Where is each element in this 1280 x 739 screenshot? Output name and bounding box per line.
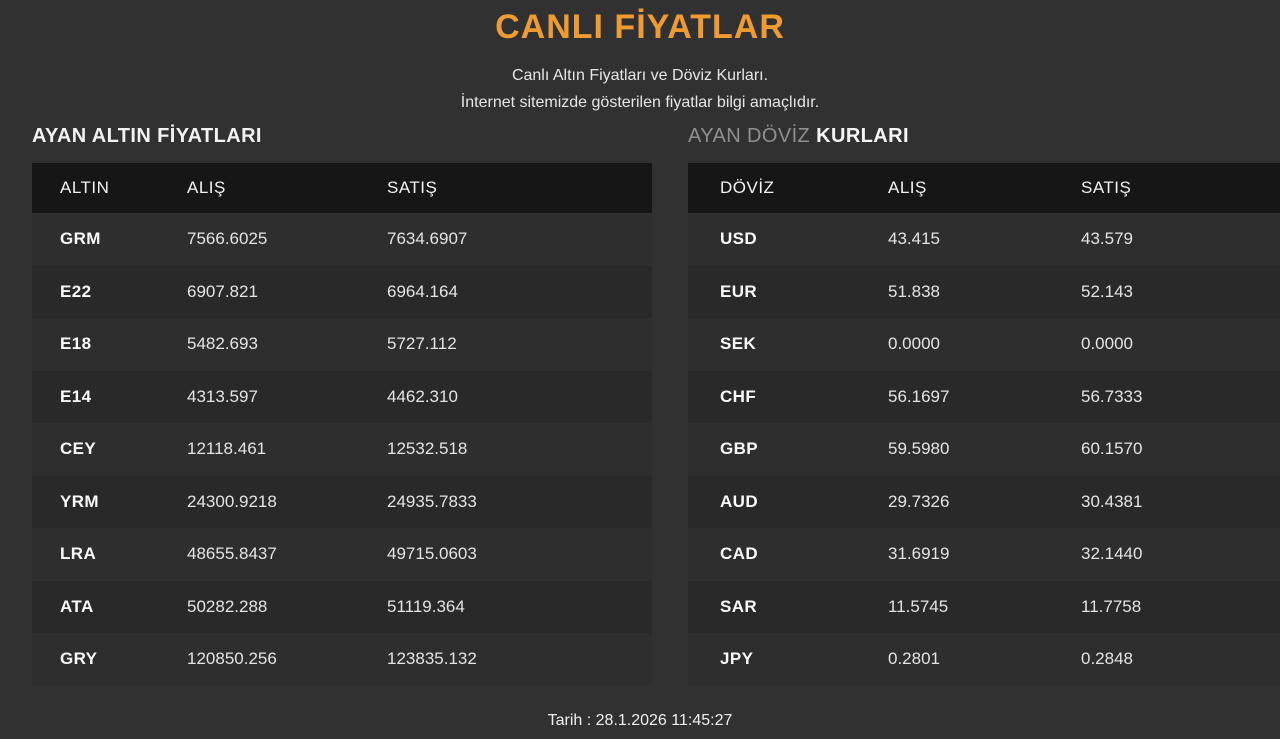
gold-row-grm: GRM 7566.6025 7634.6907 [32,213,652,266]
gold-table-header: ALTIN ALIŞ SATIŞ [32,163,652,213]
currency-section-title: AYAN DÖVİZ KURLARI [688,125,1280,148]
gold-sell-value: 123835.132 [387,649,477,669]
currency-sell-value: 11.7758 [1081,596,1142,616]
currency-buy-value: 31.6919 [888,544,950,564]
currency-buy-value: 0.0000 [888,334,940,354]
gold-row-ata: ATA 50282.288 51119.364 [32,580,652,633]
gold-code: GRM [60,229,101,249]
currency-row-sar: SAR 11.5745 11.7758 [688,580,1280,633]
currency-sell-value: 0.2848 [1081,649,1133,669]
currency-row-cad: CAD 31.6919 32.1440 [688,528,1280,581]
gold-sell-value: 4462.310 [387,386,458,406]
subtitle-line-1: Canlı Altın Fiyatları ve Döviz Kurları. [511,67,769,84]
currency-buy-value: 11.5745 [888,596,949,616]
gold-buy-value: 120850.256 [187,649,277,669]
currency-code: CHF [720,386,757,406]
gold-code: ATA [60,596,94,616]
currency-code: AUD [720,491,759,511]
currency-buy-value: 56.1697 [888,386,950,406]
gold-row-yrm: YRM 24300.9218 24935.7833 [32,475,652,528]
currency-row-sek: SEK 0.0000 0.0000 [688,318,1280,371]
gold-column-alis: ALIŞ [187,178,226,197]
currency-row-aud: AUD 29.7326 30.4381 [688,475,1280,528]
currency-code: GBP [720,439,759,459]
gold-buy-value: 6907.821 [187,281,258,301]
currency-table: DÖVİZ ALIŞ SATIŞ USD 43.415 43.579 EUR 51.83… [688,163,1280,686]
currency-buy-value: 51.838 [888,281,940,301]
gold-section-title: AYAN ALTIN FİYATLARI [32,125,262,147]
currency-column-satis: SATIŞ [1081,178,1132,197]
currency-sell-value: 43.579 [1081,229,1133,249]
currency-code: JPY [720,649,754,669]
gold-row-e14: E14 4313.597 4462.310 [32,370,652,423]
currency-code: CAD [720,544,759,564]
currency-sell-value: 60.1570 [1081,439,1143,459]
currency-buy-value: 59.5980 [888,439,950,459]
gold-sell-value: 5727.112 [387,334,457,354]
gold-column-altin: ALTIN [60,178,110,197]
gold-code: E14 [60,386,92,406]
gold-buy-value: 48655.8437 [187,544,277,564]
page-title: CANLI FİYATLAR [495,8,785,46]
gold-buy-value: 12118.461 [187,439,267,459]
gold-code: YRM [60,491,99,511]
gold-code: E22 [60,281,92,301]
currency-buy-value: 43.415 [888,229,940,249]
tables-container: AYAN ALTIN FİYATLARI ALTIN ALIŞ SATIŞ GR… [32,125,1280,686]
gold-sell-value: 12532.518 [387,439,468,459]
currency-code: USD [720,229,758,249]
gold-row-e18: E18 5482.693 5727.112 [32,318,652,371]
currency-sell-value: 52.143 [1081,281,1133,301]
gold-buy-value: 50282.288 [187,596,268,616]
gold-sell-value: 24935.7833 [387,491,477,511]
currency-section-title-strong: KURLARI [816,125,909,147]
currency-sell-value: 56.7333 [1081,386,1143,406]
gold-sell-value: 49715.0603 [387,544,477,564]
currency-code: SEK [720,334,757,354]
gold-buy-value: 24300.9218 [187,491,277,511]
currency-row-eur: EUR 51.838 52.143 [688,265,1280,318]
gold-row-lra: LRA 48655.8437 49715.0603 [32,528,652,581]
currency-rates-section: AYAN DÖVİZ KURLARI DÖVİZ ALIŞ SATIŞ USD 4… [688,125,1280,686]
gold-row-e22: E22 6907.821 6964.164 [32,265,652,318]
currency-code: EUR [720,281,758,301]
subtitle-line-2: İnternet sitemizde gösterilen fiyatlar b… [460,94,820,111]
gold-table: ALTIN ALIŞ SATIŞ GRM 7566.6025 7634.6907 E2… [32,163,652,686]
currency-sell-value: 32.1440 [1081,544,1143,564]
currency-table-header: DÖVİZ ALIŞ SATIŞ [688,163,1280,213]
currency-column-alis: ALIŞ [888,178,927,197]
currency-row-usd: USD 43.415 43.579 [688,213,1280,266]
gold-sell-value: 7634.6907 [387,229,468,249]
gold-code: CEY [60,439,97,459]
gold-table-body: GRM 7566.6025 7634.6907 E22 6907.821 6964.164… [32,213,652,686]
gold-buy-value: 7566.6025 [187,229,268,249]
currency-buy-value: 29.7326 [888,491,950,511]
currency-code: SAR [720,596,758,616]
gold-sell-value: 6964.164 [387,281,458,301]
live-prices-page: CANLI FİYATLAR Canlı Altın Fiyatları ve … [0,7,1280,729]
footer-date: Tarih : 28.1.2026 11:45:27 [547,712,733,729]
gold-row-gry: GRY 120850.256 123835.132 [32,633,652,686]
gold-row-cey: CEY 12118.461 12532.518 [32,423,652,476]
gold-sell-value: 51119.364 [387,596,465,616]
gold-prices-section: AYAN ALTIN FİYATLARI ALTIN ALIŞ SATIŞ GR… [32,125,652,686]
page-subtitle: Canlı Altın Fiyatları ve Döviz Kurları. … [0,62,1280,116]
currency-buy-value: 0.2801 [888,649,940,669]
gold-column-satis: SATIŞ [387,178,438,197]
gold-buy-value: 4313.597 [187,386,258,406]
currency-row-jpy: JPY 0.2801 0.2848 [688,633,1280,686]
currency-sell-value: 30.4381 [1081,491,1143,511]
gold-code: LRA [60,544,97,564]
gold-code: E18 [60,334,92,354]
gold-buy-value: 5482.693 [187,334,258,354]
currency-row-chf: CHF 56.1697 56.7333 [688,370,1280,423]
currency-table-body: USD 43.415 43.579 EUR 51.838 52.143 SEK 0.0000 0… [688,213,1280,686]
currency-row-gbp: GBP 59.5980 60.1570 [688,423,1280,476]
currency-section-title-muted: AYAN DÖVİZ [688,125,811,147]
currency-sell-value: 0.0000 [1081,334,1133,354]
currency-column-doviz: DÖVİZ [720,178,775,197]
gold-code: GRY [60,649,98,669]
